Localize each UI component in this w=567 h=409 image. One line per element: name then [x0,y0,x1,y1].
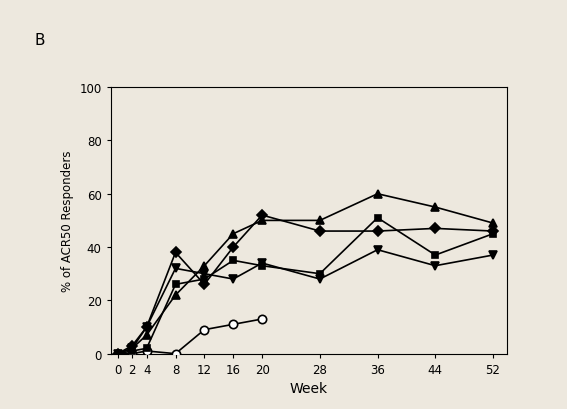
Text: B: B [34,33,45,48]
Y-axis label: % of ACR50 Responders: % of ACR50 Responders [61,150,74,292]
X-axis label: Week: Week [290,381,328,395]
